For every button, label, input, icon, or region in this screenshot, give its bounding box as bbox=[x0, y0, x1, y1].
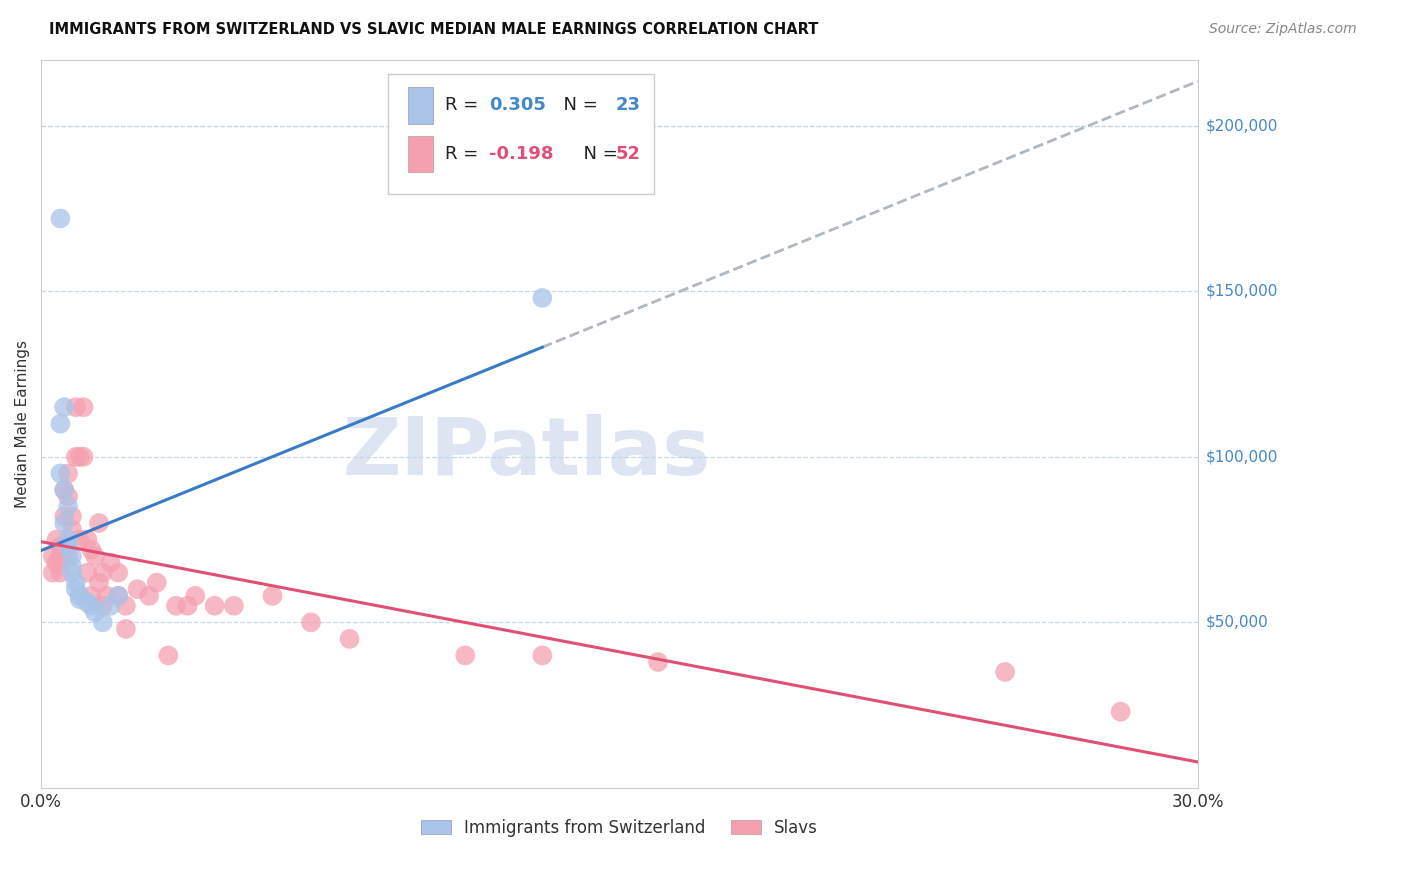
Point bbox=[647, 655, 669, 669]
Point bbox=[80, 542, 103, 557]
Point bbox=[49, 566, 72, 580]
Point bbox=[56, 490, 79, 504]
Text: R =: R = bbox=[444, 145, 484, 163]
Point bbox=[107, 589, 129, 603]
Point bbox=[60, 509, 83, 524]
Point bbox=[138, 589, 160, 603]
Point bbox=[531, 648, 554, 663]
Point bbox=[60, 523, 83, 537]
Point bbox=[56, 539, 79, 553]
Point bbox=[176, 599, 198, 613]
Point bbox=[53, 509, 76, 524]
Text: Source: ZipAtlas.com: Source: ZipAtlas.com bbox=[1209, 22, 1357, 37]
Text: $100,000: $100,000 bbox=[1206, 450, 1278, 465]
Point bbox=[56, 467, 79, 481]
Point bbox=[76, 533, 98, 547]
Point bbox=[339, 632, 361, 646]
Point bbox=[146, 575, 169, 590]
Point bbox=[56, 500, 79, 514]
Point bbox=[72, 450, 94, 464]
Point bbox=[100, 556, 122, 570]
Point bbox=[165, 599, 187, 613]
Point bbox=[127, 582, 149, 597]
Point bbox=[65, 400, 87, 414]
Point bbox=[299, 615, 322, 630]
Point bbox=[91, 566, 114, 580]
Point bbox=[65, 582, 87, 597]
Point bbox=[84, 606, 107, 620]
Point bbox=[69, 592, 91, 607]
Text: IMMIGRANTS FROM SWITZERLAND VS SLAVIC MEDIAN MALE EARNINGS CORRELATION CHART: IMMIGRANTS FROM SWITZERLAND VS SLAVIC ME… bbox=[49, 22, 818, 37]
Point bbox=[87, 575, 110, 590]
Point bbox=[65, 575, 87, 590]
Point bbox=[65, 450, 87, 464]
Point bbox=[115, 599, 138, 613]
Point bbox=[107, 566, 129, 580]
Point bbox=[80, 589, 103, 603]
Point bbox=[53, 400, 76, 414]
Point bbox=[107, 589, 129, 603]
Text: 0.305: 0.305 bbox=[489, 96, 546, 114]
Text: N =: N = bbox=[572, 145, 623, 163]
Point bbox=[76, 595, 98, 609]
Point bbox=[49, 467, 72, 481]
Point bbox=[80, 599, 103, 613]
Point bbox=[41, 549, 63, 563]
Text: N =: N = bbox=[553, 96, 603, 114]
Text: R =: R = bbox=[444, 96, 484, 114]
Point bbox=[262, 589, 284, 603]
Point bbox=[91, 599, 114, 613]
Text: 52: 52 bbox=[616, 145, 641, 163]
Text: $200,000: $200,000 bbox=[1206, 119, 1278, 133]
Point bbox=[76, 566, 98, 580]
Point bbox=[45, 556, 67, 570]
Point bbox=[87, 516, 110, 530]
Point bbox=[157, 648, 180, 663]
Point bbox=[454, 648, 477, 663]
Point bbox=[69, 450, 91, 464]
Point bbox=[53, 483, 76, 497]
FancyBboxPatch shape bbox=[408, 87, 433, 124]
Legend: Immigrants from Switzerland, Slavs: Immigrants from Switzerland, Slavs bbox=[413, 810, 827, 845]
FancyBboxPatch shape bbox=[408, 136, 433, 172]
Point bbox=[96, 589, 118, 603]
Point bbox=[60, 559, 83, 574]
Point bbox=[60, 549, 83, 563]
Point bbox=[53, 516, 76, 530]
Text: $150,000: $150,000 bbox=[1206, 284, 1278, 299]
Point bbox=[49, 549, 72, 563]
Point bbox=[49, 211, 72, 226]
Point bbox=[60, 566, 83, 580]
Point bbox=[84, 549, 107, 563]
Point bbox=[56, 533, 79, 547]
Point bbox=[91, 615, 114, 630]
Point bbox=[100, 599, 122, 613]
FancyBboxPatch shape bbox=[388, 74, 654, 194]
Point bbox=[69, 533, 91, 547]
Text: -0.198: -0.198 bbox=[489, 145, 553, 163]
Point bbox=[56, 549, 79, 563]
Text: 23: 23 bbox=[616, 96, 641, 114]
Point bbox=[49, 539, 72, 553]
Y-axis label: Median Male Earnings: Median Male Earnings bbox=[15, 340, 30, 508]
Text: $50,000: $50,000 bbox=[1206, 615, 1268, 630]
Point bbox=[49, 417, 72, 431]
Point bbox=[41, 566, 63, 580]
Point bbox=[184, 589, 207, 603]
Point bbox=[222, 599, 245, 613]
Point bbox=[204, 599, 226, 613]
Point bbox=[45, 533, 67, 547]
Point bbox=[1109, 705, 1132, 719]
Point bbox=[69, 589, 91, 603]
Point bbox=[994, 665, 1017, 679]
Point bbox=[531, 291, 554, 305]
Point bbox=[72, 400, 94, 414]
Text: ZIPatlas: ZIPatlas bbox=[343, 414, 711, 491]
Point bbox=[115, 622, 138, 636]
Point bbox=[53, 483, 76, 497]
